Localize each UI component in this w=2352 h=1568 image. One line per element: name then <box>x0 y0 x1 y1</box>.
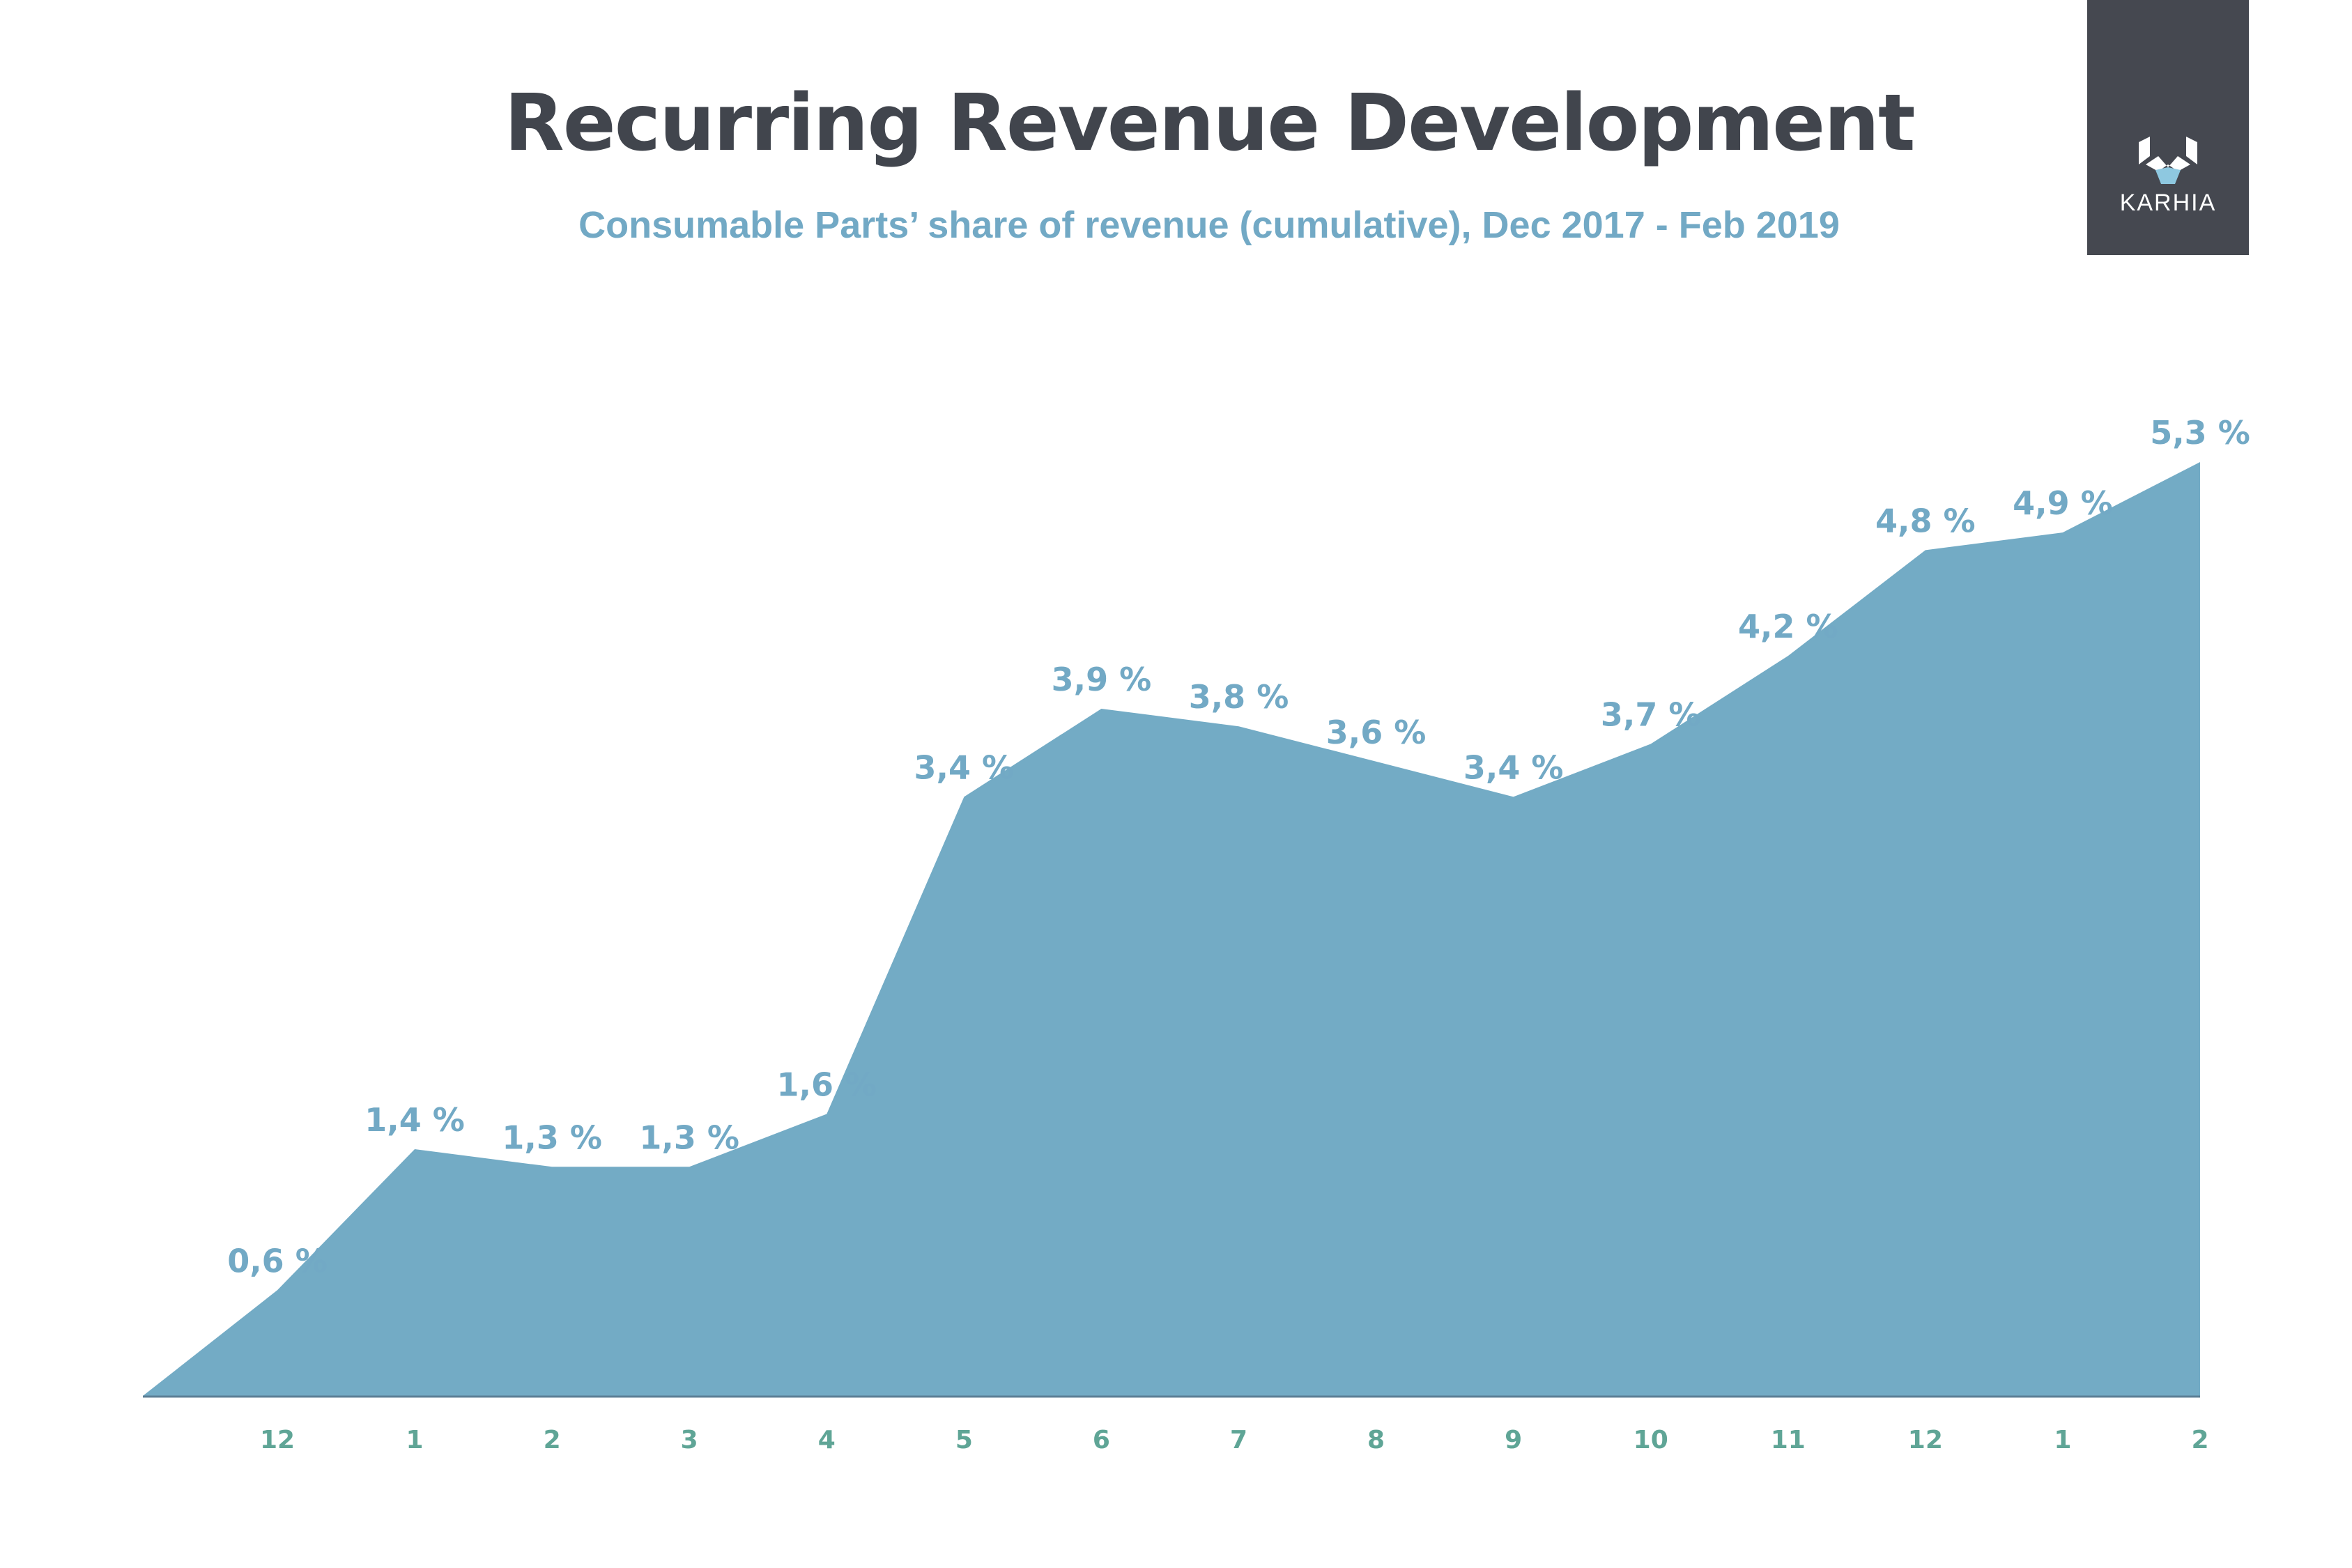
x-tick-label: 9 <box>1505 1426 1522 1454</box>
x-tick-label: 2 <box>2191 1426 2208 1454</box>
data-label: 4,8 % <box>1875 502 1976 539</box>
x-tick-label: 1 <box>2054 1426 2071 1454</box>
data-label: 0,6 % <box>227 1242 328 1279</box>
area-series <box>143 462 2200 1396</box>
data-label: 3,4 % <box>914 748 1015 786</box>
data-label: 1,3 % <box>502 1119 602 1156</box>
x-tick-layer: 12 1 2 3 4 5 6 7 8 9 10 11 12 1 2 <box>260 1426 2209 1454</box>
data-label: 3,4 % <box>1463 748 1564 786</box>
x-tick-label: 11 <box>1771 1426 1806 1454</box>
x-tick-label: 5 <box>955 1426 973 1454</box>
chart-title: Recurring Revenue Development <box>504 78 1915 169</box>
x-tick-label: 8 <box>1367 1426 1385 1454</box>
data-label-layer: 0,6 % 1,4 % 1,3 % 1,3 % 1,6 % 3,4 % 3,9 % 3,8 %… <box>227 414 2250 1279</box>
x-tick-label: 6 <box>1093 1426 1110 1454</box>
x-tick-label: 4 <box>818 1426 836 1454</box>
data-label: 4,2 % <box>1738 608 1838 645</box>
data-label: 4,9 % <box>2013 484 2113 522</box>
x-tick-label: 1 <box>406 1426 424 1454</box>
data-label: 1,4 % <box>364 1101 465 1139</box>
area-series-layer <box>143 462 2200 1398</box>
data-label: 1,6 % <box>776 1066 877 1103</box>
karhia-bear-icon <box>2139 137 2197 184</box>
data-label: 5,3 % <box>2150 414 2250 452</box>
data-label: 3,8 % <box>1189 678 1289 716</box>
x-tick-label: 10 <box>1634 1426 1668 1454</box>
data-label: 3,6 % <box>1326 714 1427 751</box>
data-label: 3,7 % <box>1601 696 1701 734</box>
x-tick-label: 7 <box>1230 1426 1247 1454</box>
logo-text: KARHIA <box>2119 190 2217 216</box>
x-tick-label: 12 <box>1908 1426 1943 1454</box>
chart-subtitle: Consumable Parts’ share of revenue (cumu… <box>578 204 1840 246</box>
x-tick-label: 2 <box>544 1426 561 1454</box>
karhia-logo: KARHIA <box>2087 0 2249 255</box>
data-label: 3,9 % <box>1052 661 1152 698</box>
data-label: 1,3 % <box>639 1119 739 1156</box>
x-tick-label: 3 <box>681 1426 698 1454</box>
x-tick-label: 12 <box>260 1426 295 1454</box>
